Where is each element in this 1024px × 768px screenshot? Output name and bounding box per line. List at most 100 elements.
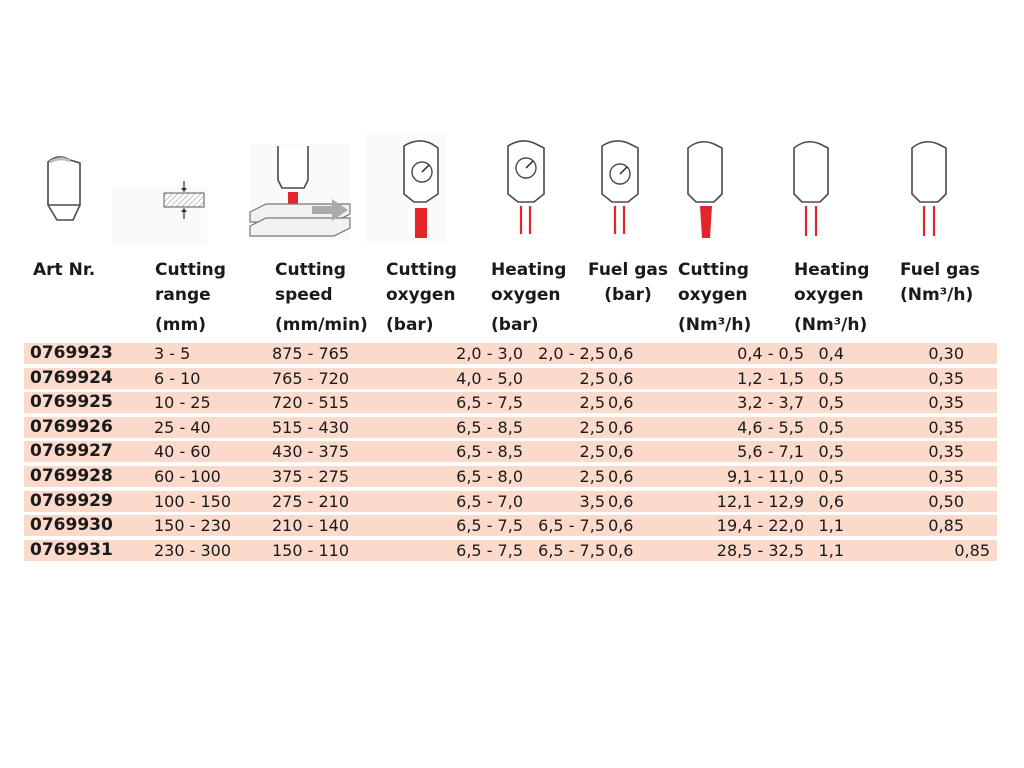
- header-unit: (bar): [491, 315, 539, 335]
- cell-cutting-oxygen-flow: 3,2 - 3,7: [737, 393, 804, 413]
- cell-art-nr: 0769928: [30, 465, 113, 486]
- cell-cutting-oxygen: 2,0 - 3,0: [456, 344, 523, 363]
- header-cutting-oxygen-flow: Cutting oxygen (Nm³/h): [678, 258, 751, 338]
- cell-cutting-speed: 765 - 720: [272, 368, 350, 388]
- cell-cutting-oxygen-flow: 19,4 - 22,0: [716, 516, 804, 536]
- cell-heating-oxygen: 2,5: [579, 368, 605, 388]
- icon-strip: [0, 0, 1024, 260]
- cell-fuel-gas-flow: 0,35: [928, 442, 964, 462]
- cell-cutting-range: 10 - 25: [154, 393, 211, 413]
- header-fuel-gas-flow: Fuel gas (Nm³/h): [900, 258, 980, 308]
- cell-fuel-gas: 0,6: [608, 344, 634, 363]
- cell-cutting-speed: 210 - 140: [272, 516, 350, 536]
- cell-fuel-gas-flow: 0,85: [928, 516, 964, 536]
- header-line2: speed: [275, 285, 333, 305]
- header-line1: Cutting: [275, 260, 346, 280]
- cell-fuel-gas: 0,6: [608, 540, 634, 560]
- header-line1: Art Nr.: [33, 260, 96, 280]
- data-table: 0769923 3 - 5 875 - 765 2,0 - 3,0 2,0 - 2,5 0…: [24, 343, 997, 564]
- cell-cutting-oxygen: 6,5 - 7,5: [456, 516, 523, 536]
- cell-cutting-oxygen-flow: 4,6 - 5,5: [737, 417, 804, 437]
- cell-cutting-range: 40 - 60: [154, 442, 211, 462]
- cell-art-nr: 0769923: [30, 343, 113, 363]
- cell-heating-oxygen: 3,5: [579, 491, 605, 511]
- cell-fuel-gas-flow: 0,35: [928, 368, 964, 388]
- table-row: 0769926 25 - 40 515 - 430 6,5 - 8,5 2,5 0,6 4,…: [24, 416, 997, 438]
- header-unit: (mm): [155, 315, 206, 335]
- heating-oxygen-pressure-icon: [507, 140, 545, 234]
- table-row: 0769931 230 - 300 150 - 110 6,5 - 7,5 6,5 - …: [24, 539, 997, 561]
- material-thickness-icon: [112, 181, 207, 245]
- header-line1: Heating: [794, 260, 870, 280]
- cell-cutting-speed: 375 - 275: [272, 466, 350, 486]
- cell-cutting-speed: 875 - 765: [272, 344, 350, 363]
- cell-fuel-gas: 0,6: [608, 417, 634, 437]
- cell-cutting-oxygen: 6,5 - 8,5: [456, 417, 523, 437]
- cell-cutting-range: 150 - 230: [154, 516, 232, 536]
- cell-fuel-gas-flow: 0,35: [928, 417, 964, 437]
- cell-cutting-oxygen: 4,0 - 5,0: [456, 368, 523, 388]
- header-fuel-gas-bar: Fuel gas (bar): [586, 258, 670, 308]
- header-line1: Fuel gas: [900, 260, 980, 280]
- cell-cutting-oxygen-flow: 5,6 - 7,1: [737, 442, 804, 462]
- cell-art-nr: 0769924: [30, 367, 113, 388]
- header-heating-oxygen-flow: Heating oxygen (Nm³/h): [794, 258, 869, 338]
- cutting-speed-icon: [249, 144, 351, 240]
- cell-heating-oxygen: 2,5: [579, 442, 605, 462]
- header-cutting-speed: Cutting speed (mm/min): [275, 258, 368, 338]
- cell-cutting-oxygen: 6,5 - 7,5: [456, 540, 523, 560]
- header-line2: (Nm³/h): [900, 285, 974, 305]
- header-line1: Cutting: [155, 260, 226, 280]
- header-line1: Heating: [491, 260, 567, 280]
- header-unit: (Nm³/h): [678, 315, 752, 335]
- cell-cutting-oxygen-flow: 12,1 - 12,9: [716, 491, 804, 511]
- cell-fuel-gas-flow: 0,50: [928, 491, 964, 511]
- cell-heating-oxygen-flow: 0,5: [818, 368, 844, 388]
- nozzle-tip-icon: [47, 156, 81, 221]
- cell-cutting-speed: 430 - 375: [272, 442, 350, 462]
- header-unit: (mm/min): [275, 315, 368, 335]
- cell-cutting-oxygen-flow: 9,1 - 11,0: [726, 466, 804, 486]
- table-row: 0769923 3 - 5 875 - 765 2,0 - 3,0 2,0 - 2,5 0…: [24, 343, 997, 364]
- cell-cutting-oxygen: 6,5 - 8,5: [456, 442, 523, 462]
- cell-cutting-range: 230 - 300: [154, 540, 232, 560]
- heating-oxygen-flow-icon: [793, 140, 829, 236]
- header-line2: range: [155, 285, 211, 305]
- cell-fuel-gas-flow: 0,30: [928, 344, 964, 363]
- cutting-oxygen-pressure-icon: [366, 134, 446, 244]
- table-row: 0769927 40 - 60 430 - 375 6,5 - 8,5 2,5 0,6 5,…: [24, 441, 997, 463]
- cell-heating-oxygen: 2,5: [579, 393, 605, 413]
- cell-art-nr: 0769929: [30, 490, 113, 511]
- cell-cutting-oxygen: 6,5 - 8,0: [456, 466, 523, 486]
- table-row: 0769924 6 - 10 765 - 720 4,0 - 5,0 2,5 0,6 1,2…: [24, 367, 997, 389]
- cell-heating-oxygen: 6,5 - 7,5: [538, 516, 605, 536]
- cell-heating-oxygen-flow: 1,1: [818, 540, 844, 560]
- cell-heating-oxygen-flow: 1,1: [818, 516, 844, 536]
- cell-fuel-gas: 0,6: [608, 466, 634, 486]
- header-line2: oxygen: [794, 285, 864, 305]
- header-line1: Cutting: [386, 260, 457, 280]
- cell-cutting-oxygen-flow: 0,4 - 0,5: [737, 344, 804, 363]
- cell-heating-oxygen: 2,5: [579, 466, 605, 486]
- cell-fuel-gas: 0,6: [608, 516, 634, 536]
- cell-fuel-gas: 0,6: [608, 491, 634, 511]
- header-line2: oxygen: [491, 285, 561, 305]
- fuel-gas-flow-icon: [911, 140, 947, 236]
- cell-art-nr: 0769931: [30, 539, 113, 560]
- header-heating-oxygen-bar: Heating oxygen (bar): [491, 258, 566, 338]
- cell-cutting-speed: 720 - 515: [272, 393, 350, 413]
- header-line2: (bar): [604, 285, 652, 305]
- cell-fuel-gas-flow: 0,35: [928, 393, 964, 413]
- cell-fuel-gas: 0,6: [608, 393, 634, 413]
- cell-fuel-gas: 0,6: [608, 368, 634, 388]
- cell-heating-oxygen-flow: 0,5: [818, 466, 844, 486]
- cell-heating-oxygen: 6,5 - 7,5: [538, 540, 605, 560]
- header-line1: Fuel gas: [588, 260, 668, 280]
- cell-heating-oxygen-flow: 0,5: [818, 442, 844, 462]
- header-unit: (Nm³/h): [794, 315, 868, 335]
- table-row: 0769928 60 - 100 375 - 275 6,5 - 8,0 2,5 0,6 9…: [24, 465, 997, 487]
- table-header: Art Nr. Cutting range (mm) Cutting speed…: [0, 258, 1024, 338]
- cell-cutting-range: 3 - 5: [154, 344, 191, 363]
- table-row: 0769925 10 - 25 720 - 515 6,5 - 7,5 2,5 0,6 3,…: [24, 392, 997, 414]
- cell-art-nr: 0769925: [30, 392, 113, 413]
